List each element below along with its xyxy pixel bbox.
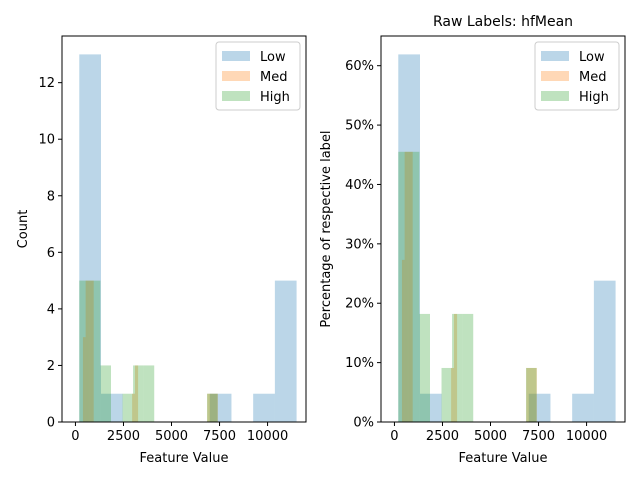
x-tick-label: 7500 <box>203 429 236 444</box>
bar-high <box>398 151 409 423</box>
y-tick-label: 50% <box>345 119 374 134</box>
bar-low <box>528 393 551 422</box>
y-tick-label: 8 <box>47 189 55 204</box>
bar-high <box>122 393 134 422</box>
bar-low <box>209 393 232 422</box>
y-tick-label: 20% <box>345 297 374 312</box>
x-tick-label: 0 <box>71 429 79 444</box>
bar-high <box>143 365 155 422</box>
y-axis-label: Count <box>16 210 31 249</box>
bar-med <box>207 393 218 422</box>
bar-high <box>419 313 430 422</box>
x-tick-label: 5000 <box>474 429 507 444</box>
bar-high <box>452 313 463 422</box>
legend-label-med: Med <box>579 70 606 85</box>
bar-med <box>88 280 92 422</box>
chart-panel-2: 0 2500 5000 7500 10000 0% 10% 20% 30% 40% 50% 60% Fe… <box>319 14 626 466</box>
bar-med <box>404 151 408 423</box>
bar-low <box>274 280 297 422</box>
legend: Low Med High <box>215 41 301 111</box>
bar-high <box>408 151 420 423</box>
legend-label-high: High <box>260 90 290 105</box>
bar-high <box>89 280 101 422</box>
axes-frame <box>61 35 307 423</box>
bar-low <box>420 393 442 422</box>
bar-low <box>572 393 594 422</box>
y-tick-label: 6 <box>47 246 55 261</box>
y-tick-label: 2 <box>47 359 55 374</box>
bar-low <box>79 54 102 422</box>
y-tick-label: 4 <box>47 302 55 317</box>
bar-med <box>526 367 537 422</box>
x-axis-label: Feature Value <box>140 451 229 466</box>
x-tick-label: 2500 <box>107 429 140 444</box>
legend-label-high: High <box>579 90 609 105</box>
bar-low <box>253 393 275 422</box>
bar-high <box>100 365 111 422</box>
legend-label-low: Low <box>579 50 605 65</box>
y-tick-label: 30% <box>345 237 374 252</box>
chart-panel-1: 0 2500 5000 7500 10000 0 2 4 6 8 10 12 Feature Value… <box>16 35 307 466</box>
y-tick-label: 40% <box>345 178 374 193</box>
bar-high <box>133 365 144 422</box>
y-tick-label: 60% <box>345 59 374 74</box>
legend: Low Med High <box>534 41 620 111</box>
bar-high <box>462 313 474 422</box>
bar-med <box>451 367 455 422</box>
y-tick-label: 0% <box>353 416 374 431</box>
bar-med <box>407 151 411 423</box>
bar-high <box>526 367 537 422</box>
y-tick-label: 12 <box>38 76 55 91</box>
bar-med <box>401 259 405 422</box>
bar-low <box>593 280 616 422</box>
bar-high <box>79 280 90 422</box>
bar-high <box>207 393 218 422</box>
legend-swatch-med <box>541 71 569 81</box>
legend-swatch-med <box>222 71 250 81</box>
bar-med <box>91 280 94 422</box>
x-axis-label: Feature Value <box>459 451 548 466</box>
y-tick-label: 10% <box>345 356 374 371</box>
legend-box <box>534 41 620 111</box>
x-tick-label: 10000 <box>247 429 288 444</box>
legend-swatch-low <box>222 51 250 61</box>
y-tick-label: 0 <box>47 416 55 431</box>
bar-low <box>101 393 123 422</box>
y-tick-label: 10 <box>38 133 55 148</box>
x-tick-label: 10000 <box>566 429 607 444</box>
x-tick-label: 2500 <box>426 429 459 444</box>
bar-med <box>454 313 458 422</box>
x-tick-label: 5000 <box>155 429 188 444</box>
legend-swatch-high <box>222 91 250 101</box>
legend-label-low: Low <box>260 50 286 65</box>
legend-swatch-high <box>541 91 569 101</box>
chart-title: Raw Labels: hfMean <box>433 14 573 30</box>
legend-swatch-low <box>541 51 569 61</box>
legend-label-med: Med <box>260 70 287 85</box>
bar-low <box>398 54 421 422</box>
y-axis-label: Percentage of respective label <box>319 130 334 327</box>
bar-med <box>85 280 89 422</box>
bar-med <box>132 393 136 422</box>
legend-box <box>215 41 301 111</box>
axes-frame <box>380 35 626 423</box>
bar-high <box>441 367 453 422</box>
x-tick-label: 0 <box>390 429 398 444</box>
x-tick-label: 7500 <box>522 429 555 444</box>
bar-med <box>135 365 139 422</box>
bar-med <box>410 151 413 423</box>
bar-med <box>82 337 86 422</box>
